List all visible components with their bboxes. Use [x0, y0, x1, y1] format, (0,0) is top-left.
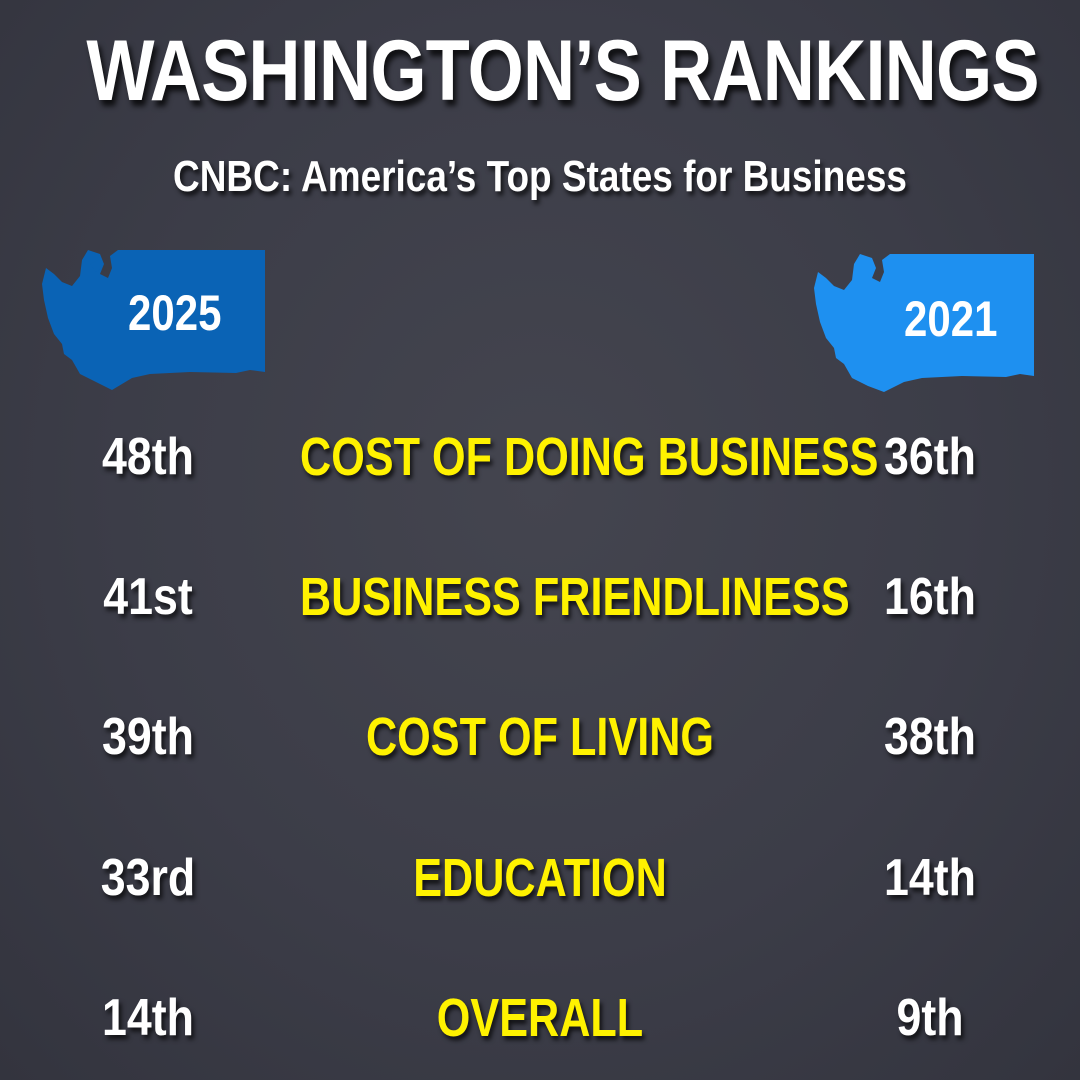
rank-2025: 39th — [102, 708, 194, 766]
metric-label: BUSINESS FRIENDLINESS — [300, 567, 850, 627]
rank-2021: 36th — [884, 428, 976, 486]
rank-2021: 14th — [884, 849, 976, 907]
rank-2025: 48th — [102, 428, 194, 486]
ranking-row-cost-of-doing-business: 48th COST OF DOING BUSINESS 36th — [0, 417, 1080, 497]
metric-label: COST OF DOING BUSINESS — [300, 427, 879, 487]
badge-year-label: 2025 — [128, 285, 222, 341]
rank-2021: 16th — [884, 568, 976, 626]
washington-state-map-icon — [42, 250, 265, 390]
year-badge-2025: 2025 — [40, 246, 265, 396]
ranking-row-education: 33rd EDUCATION 14th — [0, 838, 1080, 918]
page-title: WASHINGTON’S RANKINGS — [86, 23, 1039, 119]
rank-2021: 9th — [896, 989, 964, 1047]
badge-year-label: 2021 — [904, 291, 998, 347]
rank-2025: 33rd — [100, 849, 196, 907]
rank-2025: 41st — [103, 568, 193, 626]
ranking-row-business-friendliness: 41st BUSINESS FRIENDLINESS 16th — [0, 557, 1080, 637]
page-subtitle: CNBC: America’s Top States for Business — [173, 152, 907, 201]
metric-label: OVERALL — [436, 988, 644, 1048]
rank-2025: 14th — [102, 989, 194, 1047]
year-badge-2021: 2021 — [812, 250, 1037, 400]
ranking-row-cost-of-living: 39th COST OF LIVING 38th — [0, 697, 1080, 777]
metric-label: EDUCATION — [413, 848, 667, 908]
rank-2021: 38th — [884, 708, 976, 766]
washington-state-map-icon — [814, 254, 1034, 392]
ranking-row-overall: 14th OVERALL 9th — [0, 978, 1080, 1058]
metric-label: COST OF LIVING — [365, 707, 714, 767]
